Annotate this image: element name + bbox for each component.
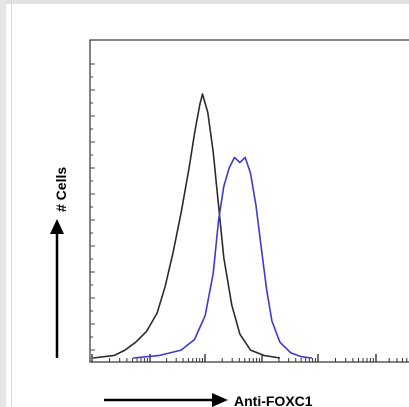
screenshot-frame-left xyxy=(0,0,6,407)
x-axis-arrow-head xyxy=(212,393,228,407)
series-layer xyxy=(92,93,312,359)
screenshot-frame-line xyxy=(11,0,12,407)
y-axis-arrow-head xyxy=(50,219,64,234)
x-axis-ticks xyxy=(91,354,408,362)
x-axis-label: Anti-FOXC1 xyxy=(234,393,313,407)
series-line-control xyxy=(92,93,281,359)
series-line-stained xyxy=(133,156,312,359)
y-axis-label: # Cells xyxy=(53,167,69,212)
y-axis-ticks xyxy=(90,63,95,351)
screenshot-frame-top xyxy=(0,0,409,4)
plot-frame xyxy=(89,39,409,363)
